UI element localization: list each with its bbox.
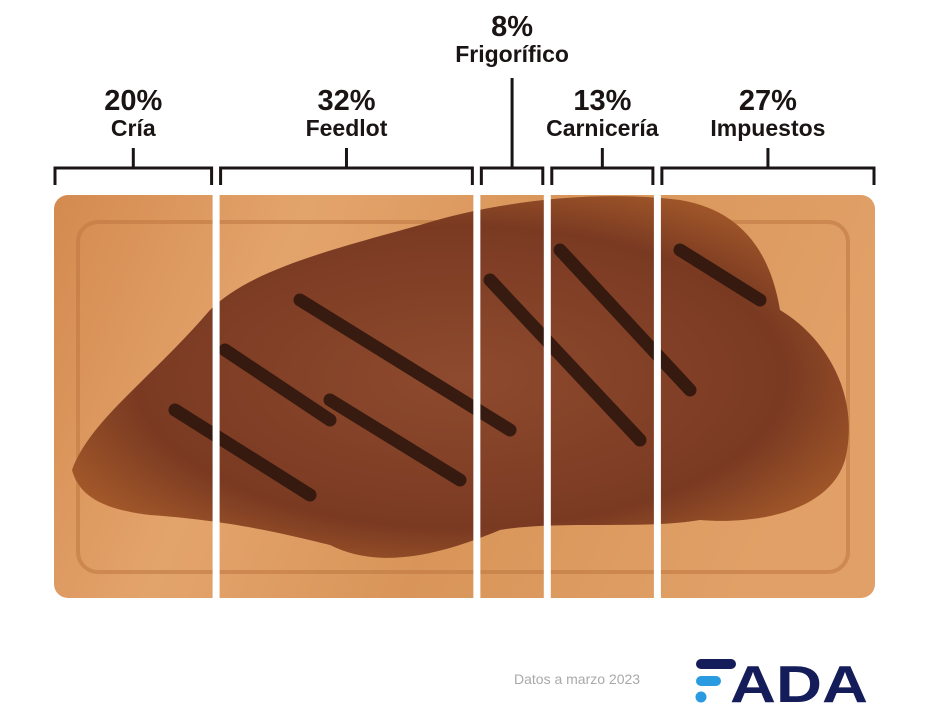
segment-percent-label: 20% (104, 85, 162, 117)
segment-3: 13%Carnicería (546, 85, 659, 185)
segment-percent-label: 8% (491, 11, 533, 43)
segment-category-label: Frigorífico (455, 41, 569, 67)
segment-2: 8%Frigorífico (455, 11, 569, 185)
segment-0: 20%Cría (53, 85, 214, 185)
segment-4: 27%Impuestos (660, 85, 876, 185)
segment-percent-label: 13% (573, 85, 631, 117)
segment-bracket (479, 166, 545, 185)
data-date-note: Datos a marzo 2023 (514, 671, 641, 687)
segment-percent-label: 27% (739, 85, 797, 117)
cutting-board (54, 195, 875, 598)
segment-divider (212, 185, 220, 645)
segment-category-label: Impuestos (710, 115, 825, 141)
segment-category-label: Feedlot (306, 115, 388, 141)
segment-bracket (53, 166, 214, 185)
segment-category-label: Carnicería (546, 115, 659, 141)
segment-category-label: Cría (111, 115, 156, 141)
cost-breakdown-chart: 20%Cría32%Feedlot8%Frigorífico13%Carnice… (0, 11, 937, 645)
segment-divider (543, 185, 551, 645)
fada-logo: ADA (695, 656, 868, 706)
svg-text:ADA: ADA (730, 656, 868, 706)
segment-divider (653, 185, 661, 645)
segment-bracket (550, 166, 655, 185)
segment-divider (473, 185, 481, 645)
segment-bracket (660, 166, 876, 185)
segment-bracket (219, 166, 474, 185)
segment-1: 32%Feedlot (219, 85, 474, 185)
segment-percent-label: 32% (317, 85, 375, 117)
